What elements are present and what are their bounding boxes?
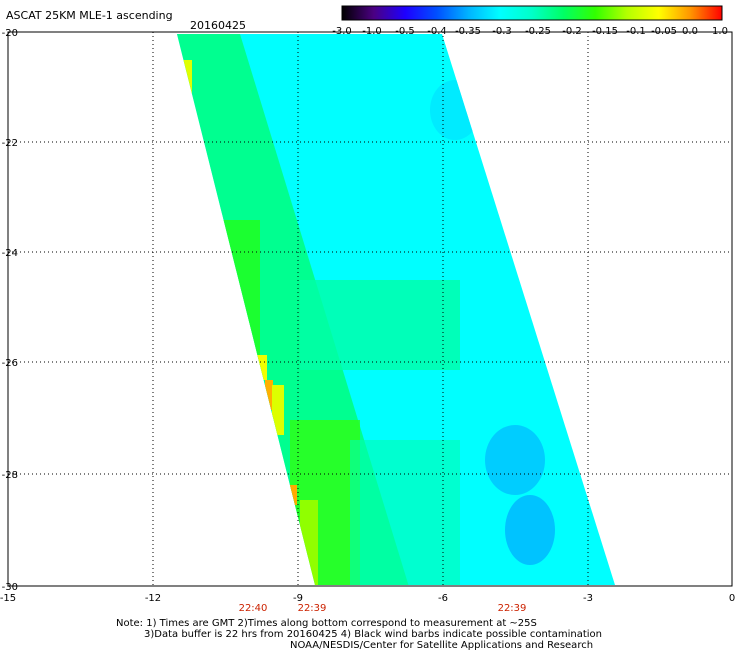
x-tick-label: 0: [729, 593, 735, 604]
note-line-1: Note: 1) Times are GMT 2)Times along bot…: [116, 618, 537, 629]
swath-green-mid: [300, 280, 460, 370]
swath-orange-1: [265, 380, 273, 410]
swath-yellow-1: [182, 60, 192, 100]
note-line-3: NOAA/NESDIS/Center for Satellite Applica…: [290, 640, 594, 651]
y-tick-label: -26: [2, 358, 18, 369]
y-tick-label: -28: [2, 470, 18, 481]
swath-yellow-3: [272, 385, 284, 435]
y-tick-label: -22: [2, 138, 18, 149]
swath-blue-patch-2: [505, 495, 555, 565]
x-tick-label: -6: [438, 593, 448, 604]
time-label: 22:39: [298, 603, 327, 614]
swath-green-midbottom: [350, 440, 460, 585]
x-tick-label: -9: [293, 593, 303, 604]
y-tick-label: -20: [2, 28, 18, 39]
swath-blue-dot: [483, 125, 491, 137]
swath-lime-strip: [300, 500, 318, 585]
graticule: [8, 32, 732, 586]
y-tick-label: -24: [2, 248, 18, 259]
time-label: 22:40: [239, 603, 268, 614]
swath-lime-left: [220, 220, 260, 580]
time-label: 22:39: [498, 603, 527, 614]
map-title: ASCAT 25KM MLE-1 ascending: [6, 9, 173, 22]
swath-yellow-2: [257, 355, 267, 380]
note-line-2: 3)Data buffer is 22 hrs from 20160425 4)…: [144, 629, 602, 640]
swath-blue-patch-3: [430, 80, 480, 140]
colorbar-ramp: [341, 5, 723, 21]
map-date: 20160425: [190, 19, 246, 32]
swath-blue-patch-1: [485, 425, 545, 495]
plot-frame: [7, 31, 733, 587]
y-tick-label: -30: [2, 582, 18, 593]
x-tick-label: -12: [145, 593, 161, 604]
x-tick-label: -3: [583, 593, 593, 604]
swath: [177, 34, 615, 585]
x-tick-label: -15: [0, 593, 16, 604]
swath-orange-2: [289, 485, 297, 505]
